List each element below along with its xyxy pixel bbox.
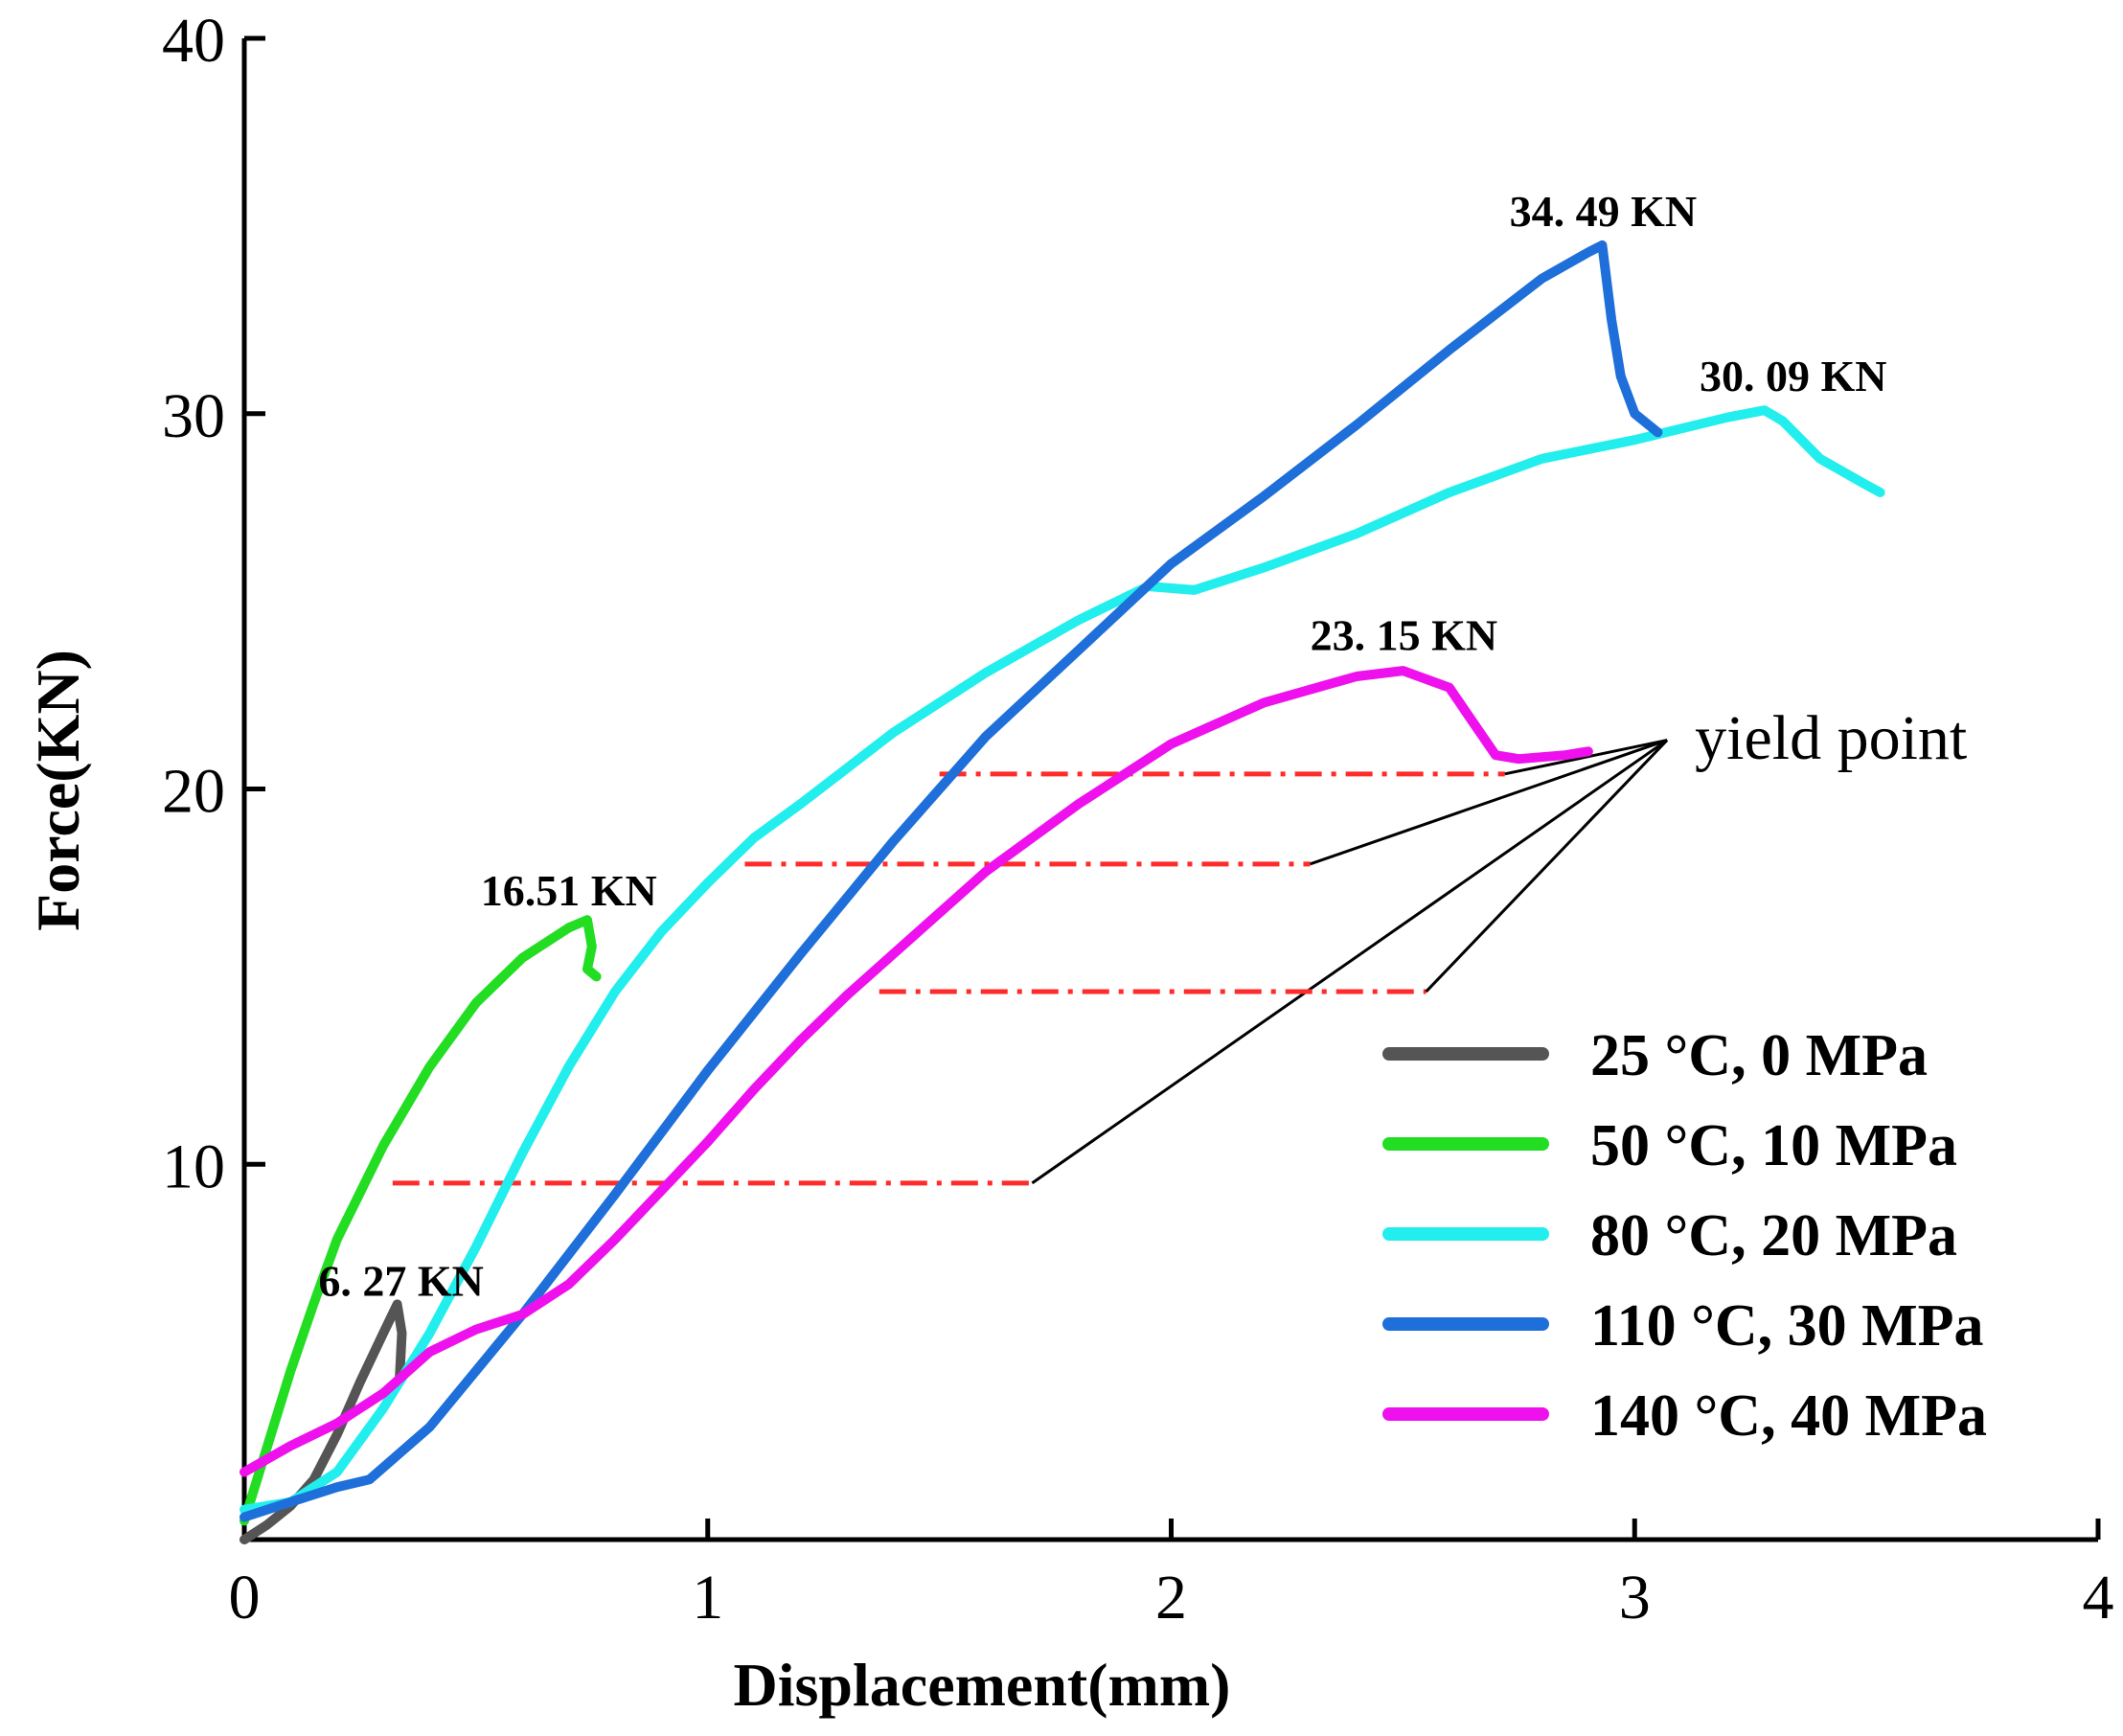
legend-label: 50 °C, 10 MPa [1590,1113,1957,1178]
peak-value-label: 6. 27 KN [318,1256,484,1305]
yield-point-label: yield point [1695,703,1967,773]
legend-label: 110 °C, 30 MPa [1590,1293,1984,1359]
y-tick-label: 20 [162,757,225,827]
annotations: 6. 27 KN 16.51 KN 23. 15 KN 34. 49 KN 30. 09… [318,187,1967,1305]
x-tick-label: 4 [2083,1563,2114,1633]
legend-label: 80 °C, 20 MPa [1590,1203,1957,1268]
y-tick-label: 40 [162,6,225,76]
series-line-4 [240,666,1593,1477]
peak-value-label: 34. 49 KN [1510,187,1698,236]
legend: 25 °C, 0 MPa 50 °C, 10 MPa 80 °C, 20 MPa 11… [1382,1023,1987,1449]
peak-value-label: 16.51 KN [481,866,657,915]
series-line-2 [240,405,1885,1515]
yield-leader-line [1425,739,1669,994]
series-line-3 [240,240,1663,1522]
series-line-1 [240,915,602,1526]
y-tick-label: 10 [162,1131,225,1201]
y-tick-label: 30 [162,381,225,451]
yield-lines [392,739,1669,1186]
yield-leader-line [1310,739,1668,866]
x-tick-label: 2 [1155,1563,1187,1633]
peak-value-label: 23. 15 KN [1311,611,1498,660]
x-axis-title: Displacement(mm) [734,1651,1231,1719]
x-tick-label: 0 [229,1563,261,1633]
ticks: 0 1 2 3 4 10 20 30 40 [162,6,2114,1633]
peak-value-label: 30. 09 KN [1700,352,1887,400]
yield-leader-line [1031,739,1668,1185]
series-line-0 [240,1299,407,1544]
legend-label: 25 °C, 0 MPa [1590,1023,1928,1088]
x-tick-label: 3 [1619,1563,1651,1633]
series-lines [240,240,1885,1544]
y-axis-title: Force(KN) [24,650,92,931]
legend-label: 140 °C, 40 MPa [1590,1383,1987,1449]
yield-leader-line [1504,739,1668,776]
x-tick-label: 1 [692,1563,723,1633]
